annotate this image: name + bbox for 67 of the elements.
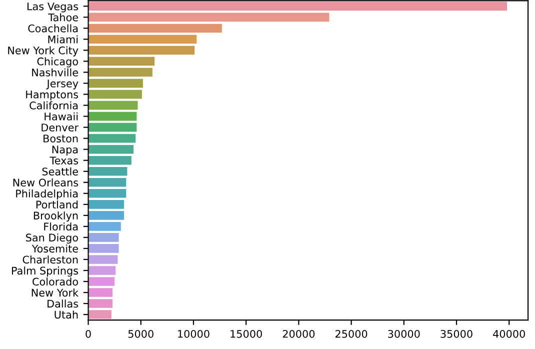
bar [88,134,136,143]
y-tick-label: Florida [44,222,78,231]
bar [88,2,508,11]
y-tick-label: Chicago [37,57,78,68]
y-tick-label: California [30,101,78,110]
bar [88,200,124,209]
y-tick-label: Dallas [48,300,78,308]
x-tick-label: 25000 [335,330,368,338]
y-tick-label: Jersey [46,80,78,90]
x-tick-label: 30000 [388,330,420,338]
y-tick-label: Miami [48,35,78,44]
y-tick-label: Hawaii [44,112,78,120]
bar [88,255,118,264]
y-tick-label: Coachella [28,24,78,32]
y-tick-label: Seattle [42,167,78,176]
y-tick-label: Tahoe [48,13,78,22]
y-tick-label: Portland [36,200,78,209]
bar [88,56,155,66]
bar [88,100,138,110]
bar [88,299,112,308]
y-tick-label: San Diego [26,233,78,244]
bar [88,78,143,88]
bar [88,310,112,319]
bar [88,211,124,220]
bar [88,68,152,77]
x-tick-label: 15000 [230,330,262,338]
bar [88,244,119,253]
bar [88,12,330,22]
y-tick-label: New York City [8,46,78,56]
x-tick-label: 35000 [440,330,472,338]
x-tick-label: 20000 [282,330,315,338]
bar [88,188,126,198]
bar [88,34,197,44]
bar [88,166,128,176]
y-tick-label: Philadelphia [16,189,78,200]
bar [88,178,126,187]
y-tick-label: Las Vegas [28,2,78,12]
y-tick-label: New York [32,288,79,297]
x-tick-label: 0 [86,330,91,338]
y-tick-label: Boston [44,134,78,142]
y-tick-label: Hamptons [26,90,78,100]
bar [88,288,112,297]
y-tick-label: New Orleans [13,178,78,186]
bar [88,266,116,275]
y-tick-label: Colorado [32,278,78,286]
bar [88,156,132,165]
x-tick-label: 40000 [493,330,525,338]
bar [88,277,115,286]
y-tick-label: Brooklyn [34,211,78,222]
y-tick-label: Napa [52,146,78,156]
bar [88,112,137,121]
y-tick-label: Texas [50,156,78,164]
x-tick-label: 5000 [128,330,154,338]
y-tick-label: Nashville [32,68,78,76]
bar [88,122,137,132]
bar [88,46,195,55]
y-tick-label: Yosemite [32,244,78,253]
y-tick-label: Charleston [22,256,78,264]
y-tick-label: Palm Springs [12,266,78,277]
bar [88,144,134,154]
x-tick-label: 10000 [178,330,210,338]
bar [88,24,222,33]
y-tick-label: Denver [42,124,79,132]
y-tick-label: Utah [54,310,78,319]
bar [88,90,142,99]
bar [88,222,121,231]
bar [88,233,119,242]
